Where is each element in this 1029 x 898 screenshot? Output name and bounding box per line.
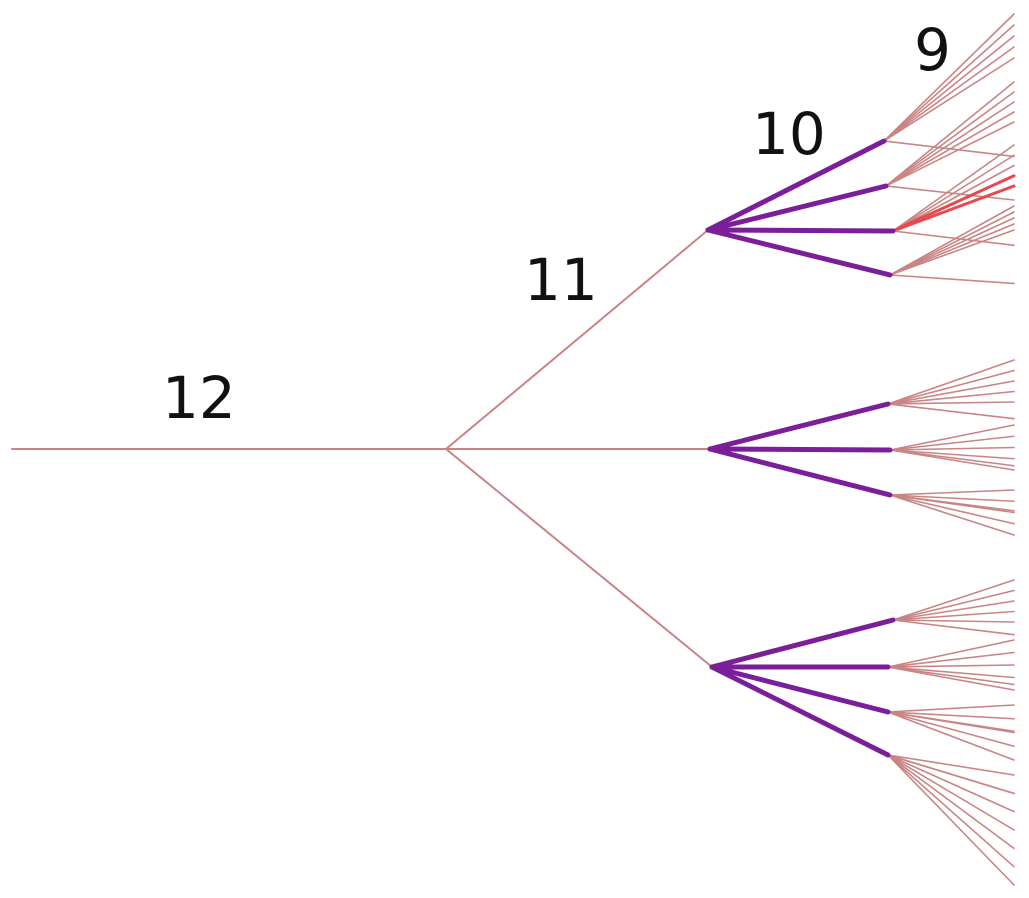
level-10-branch [709,617,896,670]
level-9-branch [889,229,1015,276]
level-9-branch [892,589,1015,621]
level-9-branch [887,711,1015,733]
level-9-branch [887,754,1015,831]
level-9-branch [887,754,1015,850]
level-9-branch [889,211,1015,276]
level-9-branch [889,494,1015,525]
level-9-branch [887,711,1015,748]
level-10-branch [709,664,891,715]
level-11-branch [445,448,713,668]
level-9-branch [885,111,1015,187]
level-10-branch [707,446,893,453]
level-9-branch [887,754,1015,776]
level-9-branch [887,754,1015,813]
level-10-branch [705,227,896,234]
level-9-branch [889,274,1015,285]
level-9-branch [892,164,1015,232]
level-9-branch [891,174,1016,233]
level-9-branch [887,704,1015,713]
level-9-branch [892,154,1015,232]
level-9-branch [887,666,1015,679]
level-10-branch [709,664,891,758]
level-9-branch [887,639,1015,668]
level-9-branch [887,664,1015,668]
level-10-branch [707,446,893,498]
level-9-branch [889,449,1015,460]
level-9-branch [892,600,1015,621]
level-9-branch [887,380,1015,405]
level-9-branch [887,369,1015,405]
level-9-branch [887,401,1015,405]
level-9-branch [889,494,1015,503]
level-9-branch [887,754,1015,868]
level-9-branch [887,754,1015,795]
level-9-branch [889,424,1015,451]
level-9-branch [889,494,1015,536]
level-9-branch [887,711,1015,761]
level-9-branch [889,446,1015,451]
level-9-branch [887,390,1015,405]
level-9-branch [891,184,1016,233]
level-9-branch [883,13,1015,142]
level-9-branch [889,489,1015,496]
level-9-branch [892,619,1015,623]
level-9-branch [889,217,1015,276]
level-9-branch [889,494,1015,512]
level-9-branch [887,403,1015,420]
level-9-branch [892,144,1015,232]
level-11-label: 11 [524,246,598,314]
level-11-branch [445,229,709,450]
level-9-branch [889,205,1015,276]
thin-branch-layer [11,13,1016,886]
level-9-branch [887,359,1015,405]
level-9-branch [892,230,1015,247]
level-9-branch [889,449,1015,467]
level-10-branch [707,401,891,452]
level-9-branch [889,223,1015,276]
level-9-label: 9 [914,16,951,84]
level-9-branch [883,57,1015,142]
level-9-branch [883,24,1015,142]
level-9-branch [887,754,1015,886]
level-9-branch [883,35,1015,142]
level-10-branch [705,138,887,233]
level-9-branch [883,46,1015,142]
level-9-branch [885,91,1015,187]
level-9-branch [887,711,1015,720]
level-9-branch [892,610,1015,621]
level-9-branch [885,121,1015,187]
level-10-branch [705,183,889,233]
level-9-branch [885,81,1015,187]
level-9-branch [885,185,1015,201]
level-9-branch [885,101,1015,187]
level-10-branch [705,227,893,278]
level-label-layer: 12 11 10 9 [162,16,951,432]
level-9-branch [892,579,1015,621]
level-9-branch [887,666,1015,686]
level-12-label: 12 [162,364,236,432]
level-9-branch [889,435,1015,451]
level-9-branch [887,666,1015,691]
level-9-branch [892,619,1015,636]
thick-branch-layer [705,138,896,758]
level-10-label: 10 [752,100,826,168]
level-9-branch [887,651,1015,668]
